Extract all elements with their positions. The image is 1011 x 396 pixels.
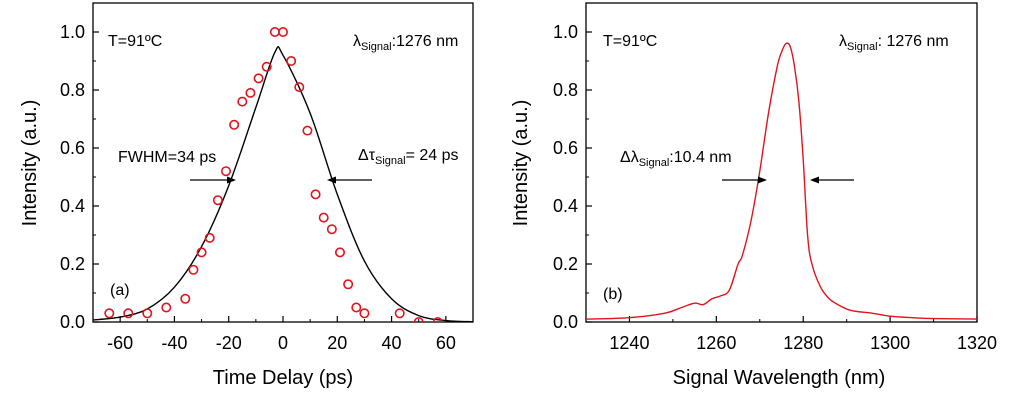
data-point <box>237 96 248 107</box>
y-axis-title-b: Intensity (a.u.) <box>510 100 532 227</box>
y-tick-label: 0.4 <box>553 196 578 216</box>
fwhm-label: FWHM=34 ps <box>118 149 216 166</box>
data-point <box>212 195 223 206</box>
data-point <box>286 55 297 66</box>
wavelength-symbol-b: λ <box>839 33 847 50</box>
temperature-label-b: T=91ºC <box>603 33 657 50</box>
fwhm-right-arrow <box>327 176 372 184</box>
bandwidth-left-arrow <box>722 176 767 184</box>
y-tick-label: 1.0 <box>553 22 578 42</box>
data-point <box>318 212 329 223</box>
x-axis-b: 1240 1260 1280 1300 1320 <box>585 316 997 353</box>
data-point <box>245 87 256 98</box>
spectrum-line-b <box>586 42 977 320</box>
x-tick-label: 20 <box>327 333 347 353</box>
dtau-value: = 24 ps <box>406 147 459 164</box>
dtau-symbol: Δτ <box>358 147 376 164</box>
data-point <box>253 73 264 84</box>
data-point <box>161 302 172 313</box>
x-tick-label: 40 <box>382 333 402 353</box>
x-tick-label: 1320 <box>957 333 997 353</box>
x-tick-label: -40 <box>161 333 187 353</box>
data-point <box>413 317 424 322</box>
x-axis-title-a: Time Delay (ps) <box>213 367 353 389</box>
wavelength-symbol-a: λ <box>353 33 361 50</box>
wavelength-value-a: :1276 nm <box>392 33 459 50</box>
data-point <box>351 302 362 313</box>
data-point <box>261 61 272 72</box>
data-point <box>104 308 115 319</box>
data-point <box>310 189 321 200</box>
x-tick-label: 1300 <box>870 333 910 353</box>
y-tick-label: 0.8 <box>553 80 578 100</box>
x-axis-a: -60 -40 -20 0 20 40 60 <box>92 316 474 353</box>
data-markers-a <box>104 26 443 322</box>
fwhm-left-arrow <box>190 176 236 184</box>
y-axis-a: 0.0 0.2 0.4 0.6 0.8 1.0 <box>60 2 99 332</box>
wavelength-value-b: : 1276 nm <box>878 33 949 50</box>
y-axis-b: 0.0 0.2 0.4 0.6 0.8 1.0 <box>553 2 592 332</box>
data-point <box>326 224 337 235</box>
data-point <box>196 247 207 258</box>
x-tick-label: 1240 <box>609 333 649 353</box>
panel-label-b: (b) <box>603 286 623 303</box>
data-point <box>294 82 305 93</box>
y-tick-label: 0.0 <box>553 312 578 332</box>
bandwidth-right-arrow <box>810 176 854 184</box>
y-tick-label: 0.4 <box>60 196 85 216</box>
data-point <box>180 293 191 304</box>
y-tick-label: 0.6 <box>60 138 85 158</box>
data-point <box>204 232 215 243</box>
fit-curve-a <box>93 45 473 322</box>
y-tick-label: 0.2 <box>60 254 85 274</box>
dlambda-value: :10.4 nm <box>669 149 731 166</box>
wavelength-label-a: λSignal:1276 nm <box>353 33 458 53</box>
wavelength-label-b: λSignal: 1276 nm <box>839 33 949 53</box>
x-tick-label: 60 <box>436 333 456 353</box>
data-point <box>334 247 345 258</box>
dlambda-symbol: Δλ <box>620 149 639 166</box>
wavelength-sub-a: Signal <box>361 41 392 53</box>
y-tick-label: 0.0 <box>60 312 85 332</box>
data-point <box>221 166 232 177</box>
y-tick-label: 0.2 <box>553 254 578 274</box>
chart-panel-b: 0.00.20.40.60.81.0 1240 1260 1280 1300 1320 … <box>510 2 997 389</box>
data-point <box>394 308 405 319</box>
y-tick-label: 0.6 <box>553 138 578 158</box>
panel-label-a: (a) <box>110 282 130 299</box>
wavelength-sub-b: Signal <box>847 41 878 53</box>
data-point <box>277 26 288 37</box>
y-tick-label: 1.0 <box>60 22 85 42</box>
dlambda-sub: Signal <box>639 157 670 169</box>
y-tick-label: 0.8 <box>60 80 85 100</box>
data-point <box>269 26 280 37</box>
data-point <box>359 308 370 319</box>
chart-panel-a: 0.0 0.2 0.4 0.6 0.8 1.0 -60 -40 -20 0 20 40 60 Time… <box>19 2 474 389</box>
x-axis-title-b: Signal Wavelength (nm) <box>673 367 886 389</box>
temperature-label-a: T=91ºC <box>108 33 162 50</box>
data-point <box>142 308 153 319</box>
x-tick-label: 1260 <box>696 333 736 353</box>
x-tick-label: 0 <box>278 333 288 353</box>
pulse-width-label: ΔτSignal= 24 ps <box>358 147 459 167</box>
data-point <box>302 125 313 136</box>
data-point <box>123 308 134 319</box>
x-tick-label: -60 <box>107 333 133 353</box>
data-point <box>229 119 240 130</box>
dtau-sub: Signal <box>375 155 406 167</box>
x-tick-label: 1280 <box>783 333 823 353</box>
bandwidth-label: ΔλSignal:10.4 nm <box>620 149 732 169</box>
data-point <box>188 264 199 275</box>
data-point <box>343 279 354 290</box>
x-tick-label: -20 <box>216 333 242 353</box>
data-point <box>432 317 443 322</box>
y-axis-title-a: Intensity (a.u.) <box>19 100 41 227</box>
plot-area-b <box>585 2 978 323</box>
